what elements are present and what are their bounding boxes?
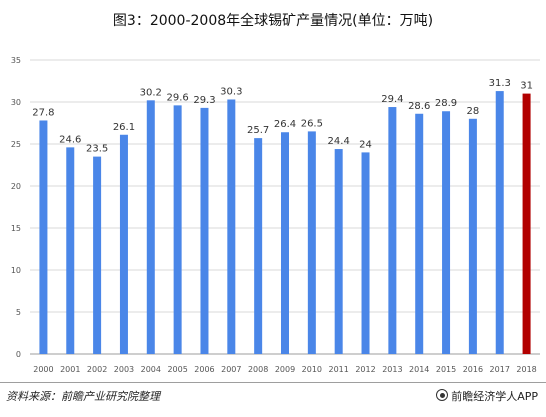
data-label: 29.3 — [193, 95, 215, 106]
bar — [388, 107, 397, 354]
bar — [334, 149, 343, 354]
y-tick-label: 5 — [16, 308, 21, 317]
bar — [361, 152, 370, 354]
data-label: 23.5 — [86, 144, 108, 155]
brand-name: 前瞻经济学人APP — [451, 390, 538, 403]
data-label: 28.6 — [408, 101, 430, 112]
brand-logo-icon — [436, 389, 449, 401]
x-tick-label: 2007 — [221, 365, 241, 374]
data-label: 27.8 — [32, 107, 54, 118]
bar-chart: 0 5 10 15 20 25 30 35 27.8 2000 24.6 2001 23.5 2002 26… — [11, 56, 540, 374]
x-tick-label: 2009 — [275, 365, 295, 374]
bar — [281, 132, 289, 354]
x-tick-label: 2012 — [355, 365, 375, 374]
x-tick-label: 2002 — [87, 365, 107, 374]
x-tick-label: 2008 — [248, 365, 268, 374]
data-label: 24.6 — [59, 134, 81, 145]
data-label: 24.4 — [328, 136, 350, 147]
bar — [495, 91, 504, 354]
x-tick-label: 2006 — [194, 365, 214, 374]
bar — [93, 156, 102, 354]
bar — [39, 120, 48, 354]
bar — [119, 134, 128, 354]
y-tick-label: 0 — [16, 350, 21, 359]
bar — [227, 99, 236, 354]
data-label: 26.5 — [301, 118, 323, 129]
x-tick-label: 2000 — [33, 365, 53, 374]
bar — [522, 93, 531, 354]
x-tick-label: 2014 — [409, 365, 429, 374]
data-label: 31.3 — [489, 78, 511, 89]
source-note: 资料来源：前瞻产业研究院整理 — [6, 390, 160, 403]
bar — [307, 131, 316, 354]
x-tick-label: 2001 — [60, 365, 80, 374]
x-tick-label: 2015 — [436, 365, 456, 374]
y-tick-label: 10 — [11, 266, 21, 275]
bar — [415, 113, 424, 354]
x-tick-label: 2003 — [114, 365, 134, 374]
brand-credit: 前瞻经济学人APP — [436, 388, 538, 404]
data-label: 29.6 — [166, 92, 188, 103]
bar — [442, 111, 451, 355]
bar — [146, 100, 155, 354]
x-tick-label: 2018 — [516, 365, 536, 374]
footer-divider — [0, 382, 546, 383]
data-label: 24 — [359, 139, 372, 150]
data-label: 31 — [520, 81, 533, 92]
x-tick-label: 2017 — [490, 365, 510, 374]
x-tick-label: 2004 — [141, 365, 161, 374]
x-tick-label: 2011 — [329, 365, 349, 374]
x-tick-label: 2010 — [302, 365, 322, 374]
y-tick-label: 35 — [11, 56, 21, 65]
data-label: 28.9 — [435, 98, 457, 109]
y-tick-label: 15 — [11, 224, 21, 233]
data-label: 26.1 — [113, 122, 135, 133]
data-label: 30.3 — [220, 86, 242, 97]
y-tick-label: 20 — [11, 182, 21, 191]
y-tick-label: 30 — [11, 98, 21, 107]
data-label: 25.7 — [247, 125, 269, 136]
bar — [66, 147, 75, 354]
bar — [254, 138, 263, 354]
x-tick-label: 2005 — [167, 365, 187, 374]
bar — [468, 118, 477, 354]
x-tick-label: 2013 — [382, 365, 402, 374]
data-label: 29.4 — [381, 94, 403, 105]
chart-title: 图3：2000-2008年全球锡矿产量情况(单位：万吨) — [112, 13, 434, 29]
data-label: 26.4 — [274, 119, 296, 130]
bar — [200, 107, 209, 354]
data-label: 28 — [467, 106, 480, 117]
data-label: 30.2 — [140, 87, 162, 98]
x-tick-label: 2016 — [463, 365, 483, 374]
bar — [173, 105, 182, 354]
y-tick-label: 25 — [11, 140, 21, 149]
